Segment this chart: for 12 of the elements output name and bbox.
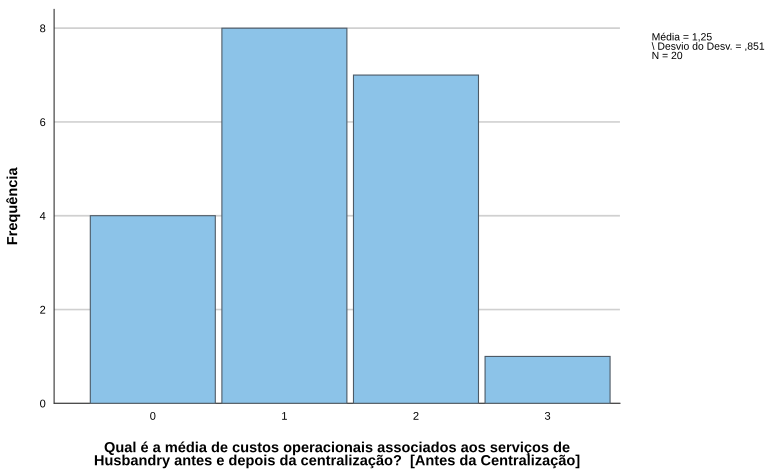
y-tick-label: 4 — [40, 212, 46, 220]
x-tick-label: 1 — [282, 412, 287, 420]
x-tick-label: 3 — [544, 412, 550, 420]
text: Média = 1,25 \ Desvio do Desv. = ,851 N = 20 — [652, 32, 764, 60]
y-tick-label: 6 — [40, 118, 46, 126]
x-tick-label: 2 — [413, 412, 419, 420]
y-tick-label: 0 — [40, 400, 46, 408]
y-tick-label: 8 — [40, 24, 46, 32]
x-tick-label: 0 — [150, 412, 156, 420]
x-axis-title: Qual é a média de custos operacionais associados aos serviços de Husbandry antes e depois da centralização? [Antes da Centralização] — [94, 441, 580, 468]
y-axis-title: Frequência — [6, 167, 20, 244]
y-tick-label: 2 — [40, 306, 46, 314]
